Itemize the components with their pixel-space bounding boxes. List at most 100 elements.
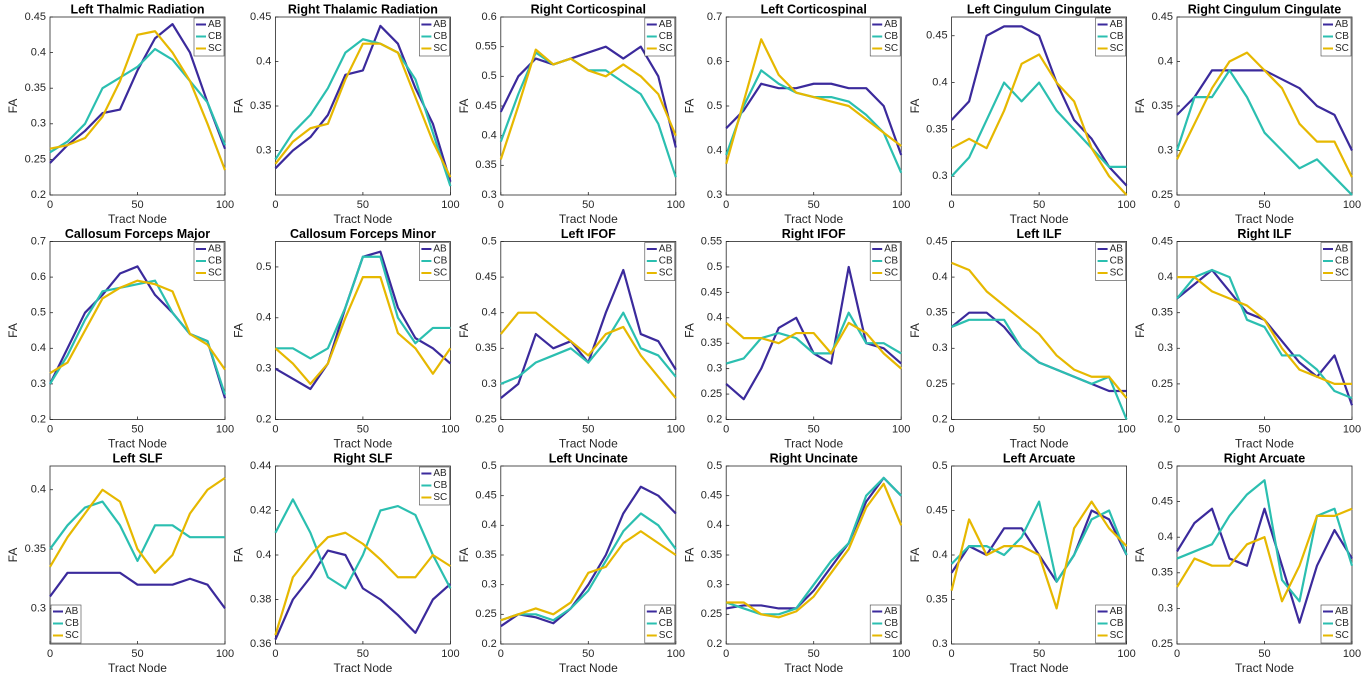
legend-label: CB bbox=[884, 256, 898, 267]
panel-title: Left Arcuate bbox=[1003, 451, 1076, 465]
x-tick-label: 50 bbox=[808, 199, 820, 211]
x-tick-label: 50 bbox=[357, 199, 369, 211]
y-tick-label: 0.42 bbox=[250, 504, 271, 516]
y-tick-label: 0.35 bbox=[926, 123, 947, 135]
x-tick-label: 50 bbox=[582, 423, 594, 435]
panel: Right IFOF Tract Node FA 0 50 100 0.2 0.25 0.3 0.… bbox=[682, 227, 910, 451]
y-axis-label: FA bbox=[682, 323, 696, 338]
x-tick-label: 0 bbox=[1174, 199, 1180, 211]
series-line bbox=[49, 279, 226, 375]
y-tick-label: 0.7 bbox=[707, 11, 722, 23]
y-tick-label: 0.7 bbox=[31, 235, 46, 247]
y-tick-label: 0.45 bbox=[926, 30, 947, 42]
y-tick-label: 0.5 bbox=[1158, 460, 1173, 472]
y-tick-label: 0.4 bbox=[707, 144, 722, 156]
panel-title: Right SLF bbox=[333, 451, 392, 465]
y-tick-label: 0.3 bbox=[482, 579, 497, 591]
x-tick-label: 0 bbox=[47, 648, 53, 660]
y-tick-label: 0.25 bbox=[926, 378, 947, 390]
y-tick-label: 0.2 bbox=[707, 413, 722, 425]
series-line bbox=[1176, 51, 1353, 178]
y-tick-label: 0.4 bbox=[482, 307, 497, 319]
y-tick-label: 0.2 bbox=[31, 189, 46, 201]
legend-label: SC bbox=[1335, 43, 1349, 54]
y-tick-label: 0.4 bbox=[932, 549, 947, 561]
series-line bbox=[1177, 276, 1352, 385]
y-tick-label: 0.4 bbox=[707, 519, 722, 531]
x-tick-label: 0 bbox=[498, 199, 504, 211]
series-line bbox=[725, 82, 903, 156]
y-tick-label: 0.3 bbox=[707, 189, 722, 201]
x-axis-label: Tract Node bbox=[1235, 661, 1294, 675]
y-tick-label: 0.2 bbox=[482, 638, 497, 650]
x-tick-label: 0 bbox=[1174, 423, 1180, 435]
x-axis-label: Tract Node bbox=[1010, 437, 1069, 451]
panel-title: Left Cingulum Cingulate bbox=[967, 2, 1111, 16]
y-tick-label: 0.2 bbox=[256, 413, 271, 425]
legend-label: SC bbox=[659, 43, 673, 54]
x-axis-label: Tract Node bbox=[559, 212, 618, 226]
series-line bbox=[275, 255, 451, 360]
series-line bbox=[274, 276, 452, 385]
y-axis-label: FA bbox=[6, 99, 20, 114]
x-tick-label: 50 bbox=[1258, 199, 1270, 211]
x-tick-label: 50 bbox=[1033, 199, 1045, 211]
y-tick-label: 0.35 bbox=[926, 307, 947, 319]
series-line bbox=[951, 318, 1128, 420]
legend-label: AB bbox=[884, 244, 898, 255]
y-tick-label: 0.5 bbox=[707, 261, 722, 273]
legend-label: AB bbox=[1335, 244, 1349, 255]
y-axis-label: FA bbox=[232, 99, 246, 114]
y-axis-label: FA bbox=[6, 548, 20, 563]
legend-label: AB bbox=[1110, 606, 1124, 617]
y-tick-label: 0.45 bbox=[475, 271, 496, 283]
y-axis-label: FA bbox=[457, 548, 471, 563]
y-axis-label: FA bbox=[1133, 99, 1147, 114]
y-tick-label: 0.35 bbox=[1152, 567, 1173, 579]
legend-label: SC bbox=[208, 43, 222, 54]
y-tick-label: 0.35 bbox=[475, 549, 496, 561]
y-tick-label: 0.35 bbox=[25, 82, 46, 94]
y-tick-label: 0.25 bbox=[1152, 189, 1173, 201]
legend-label: CB bbox=[884, 618, 898, 629]
series-line bbox=[950, 500, 1128, 583]
legend-label: AB bbox=[433, 244, 447, 255]
x-axis-label: Tract Node bbox=[559, 661, 618, 675]
legend-label: CB bbox=[659, 618, 673, 629]
x-axis-label: Tract Node bbox=[784, 212, 843, 226]
x-tick-label: 100 bbox=[441, 199, 459, 211]
y-tick-label: 0.44 bbox=[250, 460, 271, 472]
y-tick-label: 0.35 bbox=[475, 159, 496, 171]
y-tick-label: 0.3 bbox=[1158, 144, 1173, 156]
y-tick-label: 0.4 bbox=[256, 549, 271, 561]
legend-label: SC bbox=[1335, 268, 1349, 279]
x-tick-label: 50 bbox=[1033, 423, 1045, 435]
legend-label: SC bbox=[1110, 43, 1124, 54]
y-tick-label: 0.4 bbox=[256, 55, 271, 67]
series-line bbox=[951, 261, 1128, 399]
y-tick-label: 0.3 bbox=[482, 378, 497, 390]
x-tick-label: 0 bbox=[949, 648, 955, 660]
panel: Left SLF Tract Node FA 0 50 100 0.3 0.35 0.4 ABCB… bbox=[6, 451, 234, 675]
y-tick-label: 0.45 bbox=[1152, 496, 1173, 508]
legend-label: SC bbox=[1110, 268, 1124, 279]
legend-label: AB bbox=[1335, 19, 1349, 30]
legend-label: SC bbox=[65, 630, 79, 641]
y-tick-label: 0.25 bbox=[475, 608, 496, 620]
y-tick-label: 0.45 bbox=[475, 490, 496, 502]
series-line bbox=[951, 53, 1128, 196]
panel: Right Thalamic Radiation Tract Node FA 0 50 1… bbox=[232, 2, 460, 226]
legend-label: AB bbox=[433, 468, 447, 479]
x-axis-label: Tract Node bbox=[333, 212, 392, 226]
x-axis-label: Tract Node bbox=[333, 661, 392, 675]
y-tick-label: 0.3 bbox=[932, 170, 947, 182]
x-tick-label: 100 bbox=[216, 648, 234, 660]
